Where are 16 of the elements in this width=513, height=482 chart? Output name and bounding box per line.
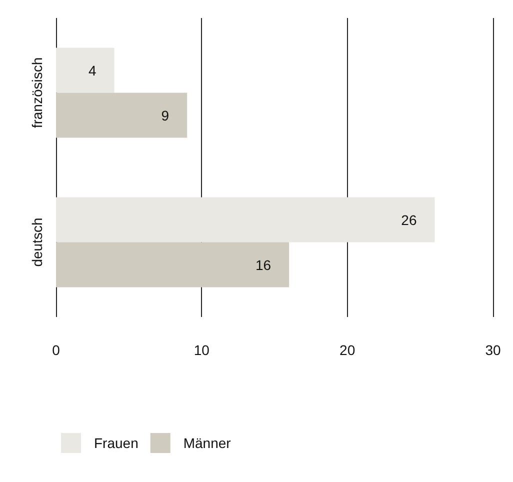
legend-label: Männer — [183, 435, 232, 451]
bar — [56, 242, 290, 288]
bar — [56, 197, 435, 242]
data-label: 26 — [401, 212, 417, 228]
x-tick-label: 10 — [194, 342, 210, 358]
bar — [56, 92, 188, 138]
x-tick-label: 30 — [485, 342, 501, 358]
x-tick-label: 0 — [52, 342, 60, 358]
x-tick-label: 20 — [340, 342, 356, 358]
bar — [56, 48, 114, 93]
data-label: 16 — [255, 256, 272, 273]
data-label: 4 — [88, 62, 96, 78]
y-tick-label: deutsch — [29, 218, 45, 267]
data-label: 9 — [161, 107, 170, 124]
legend-label: Frauen — [94, 435, 138, 451]
y-tick-label: französisch — [29, 57, 45, 128]
